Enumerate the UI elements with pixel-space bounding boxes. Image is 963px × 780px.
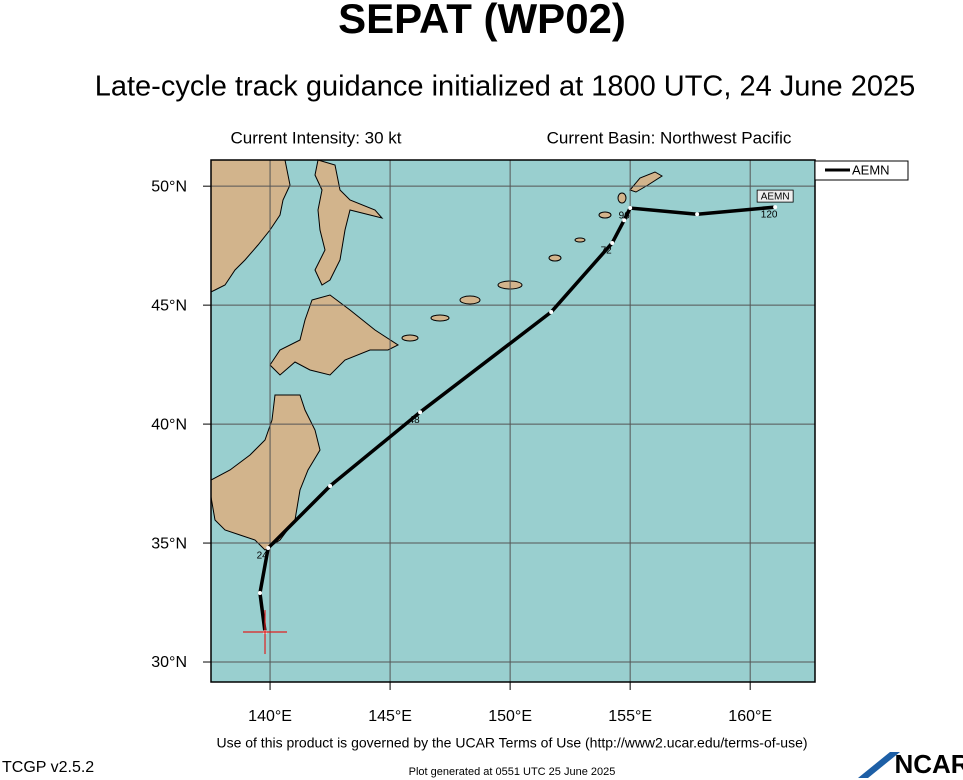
- island: [459, 295, 481, 305]
- island: [548, 254, 562, 262]
- legend: AEMN: [814, 160, 909, 181]
- version: TCGP v2.5.2: [2, 759, 94, 776]
- island: [598, 211, 612, 219]
- hour-label: 96: [619, 211, 631, 222]
- subtitle: Late-cycle track guidance initialized at…: [95, 71, 916, 103]
- track-point: [695, 212, 700, 217]
- x-tick-label: 155°E: [608, 708, 652, 725]
- track-name-box: [756, 189, 794, 203]
- legend-box: [814, 160, 909, 181]
- track-point: [328, 483, 333, 488]
- x-tick-label: 145°E: [368, 708, 412, 725]
- y-tick-label: 35°N: [151, 535, 187, 552]
- plot-area: 24 48 72 96 120 AEMN: [210, 159, 816, 683]
- x-tick-label: 140°E: [248, 708, 292, 725]
- hour-label: 72: [601, 246, 613, 257]
- plot-frame: [210, 159, 816, 683]
- ocean: [211, 160, 815, 682]
- hokkaido: [269, 294, 400, 376]
- intensity: Current Intensity: 30 kt: [230, 128, 401, 147]
- y-tick-label: 40°N: [151, 416, 187, 433]
- track-point: [257, 591, 262, 596]
- terms: Use of this product is governed by the U…: [216, 735, 807, 751]
- title: SEPAT (WP02): [338, 0, 626, 42]
- legend-label: AEMN: [852, 162, 890, 177]
- track-point: [628, 206, 633, 211]
- island: [401, 334, 419, 342]
- island: [430, 314, 450, 322]
- track-point: [622, 218, 627, 223]
- hour-label: 48: [409, 415, 421, 426]
- track-point: [773, 205, 778, 210]
- track-point: [418, 410, 423, 415]
- logo-mark: [858, 752, 900, 778]
- x-tick-label: 160°E: [728, 708, 772, 725]
- track-point: [549, 310, 554, 315]
- track-point: [610, 241, 615, 246]
- sakhalin: [314, 159, 384, 286]
- track-name: AEMN: [761, 192, 790, 203]
- logo: NCAR: [894, 749, 963, 779]
- y-tick-label: 45°N: [151, 297, 187, 314]
- island: [574, 237, 586, 243]
- hour-label: 120: [761, 210, 778, 221]
- hour-label: 24: [257, 551, 269, 562]
- track-point: [266, 546, 271, 551]
- kamchatka-tip: [629, 171, 663, 193]
- honshu: [210, 394, 321, 551]
- y-tick-label: 30°N: [151, 654, 187, 671]
- generated: Plot generated at 0551 UTC 25 June 2025: [409, 766, 616, 778]
- island: [617, 192, 627, 204]
- basin: Current Basin: Northwest Pacific: [547, 128, 792, 147]
- x-tick-label: 150°E: [488, 708, 532, 725]
- y-tick-label: 50°N: [151, 178, 187, 195]
